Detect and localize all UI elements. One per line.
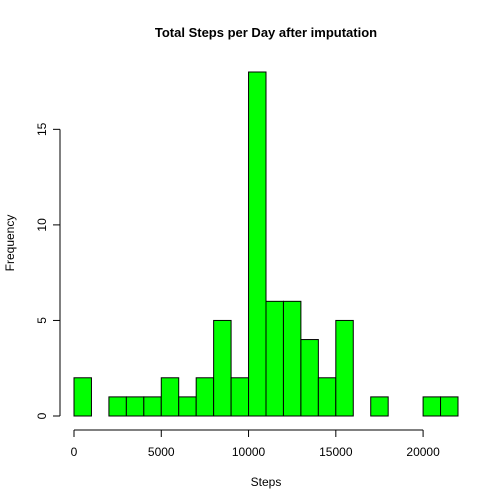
histogram-bar-13 bbox=[300, 339, 319, 417]
x-axis: 0 5000 10000 15000 20000 bbox=[71, 429, 440, 459]
histogram-bar-7 bbox=[195, 377, 215, 417]
y-tick-label-3: 15 bbox=[35, 122, 49, 136]
x-axis-label: Steps bbox=[251, 475, 282, 489]
histogram-bar-6 bbox=[178, 396, 197, 417]
x-tick-label-0: 0 bbox=[71, 445, 78, 459]
y-tick-label-1: 5 bbox=[35, 317, 49, 324]
y-tick-label-0: 0 bbox=[35, 412, 49, 419]
x-tick-label-3: 15000 bbox=[319, 445, 353, 459]
bars-group bbox=[73, 71, 459, 417]
x-tick-label-4: 20000 bbox=[406, 445, 440, 459]
histogram-bar-2 bbox=[108, 396, 127, 417]
x-tick-label-1: 5000 bbox=[148, 445, 175, 459]
histogram-bar-14 bbox=[317, 377, 337, 417]
histogram-bar-8 bbox=[213, 319, 232, 417]
y-axis-label: Frequency bbox=[3, 215, 17, 272]
y-tick-label-2: 10 bbox=[35, 218, 49, 232]
x-tick-label-2: 10000 bbox=[232, 445, 266, 459]
chart-title: Total Steps per Day after imputation bbox=[155, 25, 377, 40]
histogram-bar-10 bbox=[248, 71, 267, 417]
histogram-bar-15 bbox=[335, 319, 354, 417]
histogram-bar-4 bbox=[143, 396, 162, 417]
histogram-bar-3 bbox=[125, 396, 145, 417]
y-axis: 0 5 10 15 bbox=[35, 122, 61, 419]
histogram-bar-12 bbox=[282, 300, 302, 417]
histogram-bar-20 bbox=[422, 396, 442, 417]
histogram-bar-0 bbox=[73, 377, 92, 417]
histogram-bar-9 bbox=[230, 377, 250, 417]
histogram-bar-5 bbox=[160, 377, 180, 417]
histogram-bar-17 bbox=[370, 396, 389, 417]
histogram-bar-11 bbox=[265, 300, 284, 417]
histogram-bar-21 bbox=[440, 396, 459, 417]
